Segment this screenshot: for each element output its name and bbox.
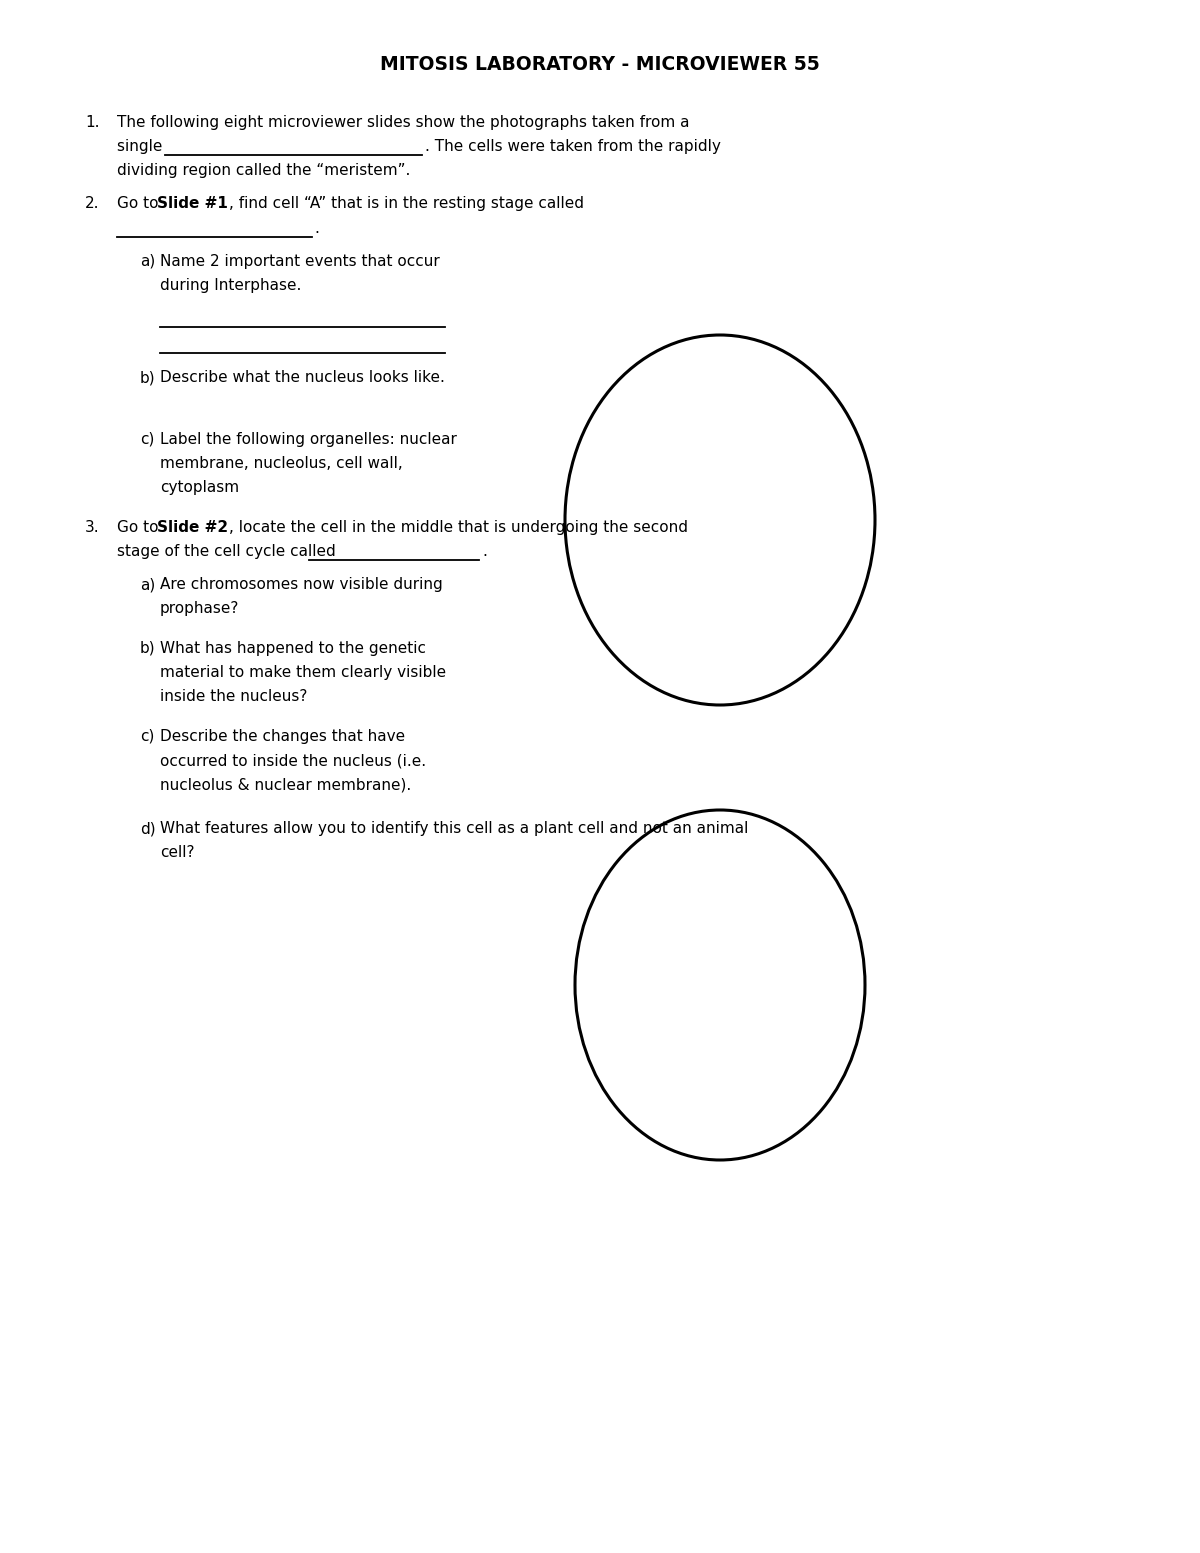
Text: material to make them clearly visible: material to make them clearly visible: [160, 665, 446, 680]
Text: .: .: [314, 221, 319, 236]
Text: b): b): [140, 370, 156, 385]
Text: , locate the cell in the middle that is undergoing the second: , locate the cell in the middle that is …: [229, 520, 688, 534]
Text: c): c): [140, 728, 155, 744]
Text: 3.: 3.: [85, 520, 100, 534]
Text: Name 2 important events that occur: Name 2 important events that occur: [160, 253, 439, 269]
Text: What has happened to the genetic: What has happened to the genetic: [160, 641, 426, 655]
Text: Describe the changes that have: Describe the changes that have: [160, 728, 406, 744]
Text: Go to: Go to: [118, 520, 163, 534]
Text: Are chromosomes now visible during: Are chromosomes now visible during: [160, 578, 443, 592]
Text: Slide #1: Slide #1: [157, 196, 228, 211]
Text: dividing region called the “meristem”.: dividing region called the “meristem”.: [118, 163, 410, 179]
Text: Go to: Go to: [118, 196, 163, 211]
Text: Describe what the nucleus looks like.: Describe what the nucleus looks like.: [160, 370, 445, 385]
Text: cell?: cell?: [160, 845, 194, 860]
Text: .: .: [482, 544, 487, 559]
Text: membrane, nucleolus, cell wall,: membrane, nucleolus, cell wall,: [160, 457, 403, 471]
Text: 2.: 2.: [85, 196, 100, 211]
Text: c): c): [140, 432, 155, 447]
Text: a): a): [140, 578, 155, 592]
Text: stage of the cell cycle called: stage of the cell cycle called: [118, 544, 341, 559]
Text: a): a): [140, 253, 155, 269]
Text: inside the nucleus?: inside the nucleus?: [160, 690, 307, 704]
Text: , find cell “A” that is in the resting stage called: , find cell “A” that is in the resting s…: [229, 196, 584, 211]
Text: cytoplasm: cytoplasm: [160, 480, 239, 495]
Text: 1.: 1.: [85, 115, 100, 130]
Text: nucleolus & nuclear membrane).: nucleolus & nuclear membrane).: [160, 776, 412, 792]
Text: MITOSIS LABORATORY - MICROVIEWER 55: MITOSIS LABORATORY - MICROVIEWER 55: [380, 54, 820, 75]
Text: Label the following organelles: nuclear: Label the following organelles: nuclear: [160, 432, 457, 447]
Text: Slide #2: Slide #2: [157, 520, 228, 534]
Text: b): b): [140, 641, 156, 655]
Text: prophase?: prophase?: [160, 601, 239, 617]
Text: . The cells were taken from the rapidly: . The cells were taken from the rapidly: [425, 140, 721, 154]
Text: d): d): [140, 822, 156, 836]
Text: occurred to inside the nucleus (i.e.: occurred to inside the nucleus (i.e.: [160, 753, 426, 769]
Text: during Interphase.: during Interphase.: [160, 278, 301, 294]
Text: The following eight microviewer slides show the photographs taken from a: The following eight microviewer slides s…: [118, 115, 690, 130]
Text: What features allow you to identify this cell as a plant cell and not an animal: What features allow you to identify this…: [160, 822, 749, 836]
Text: single: single: [118, 140, 167, 154]
